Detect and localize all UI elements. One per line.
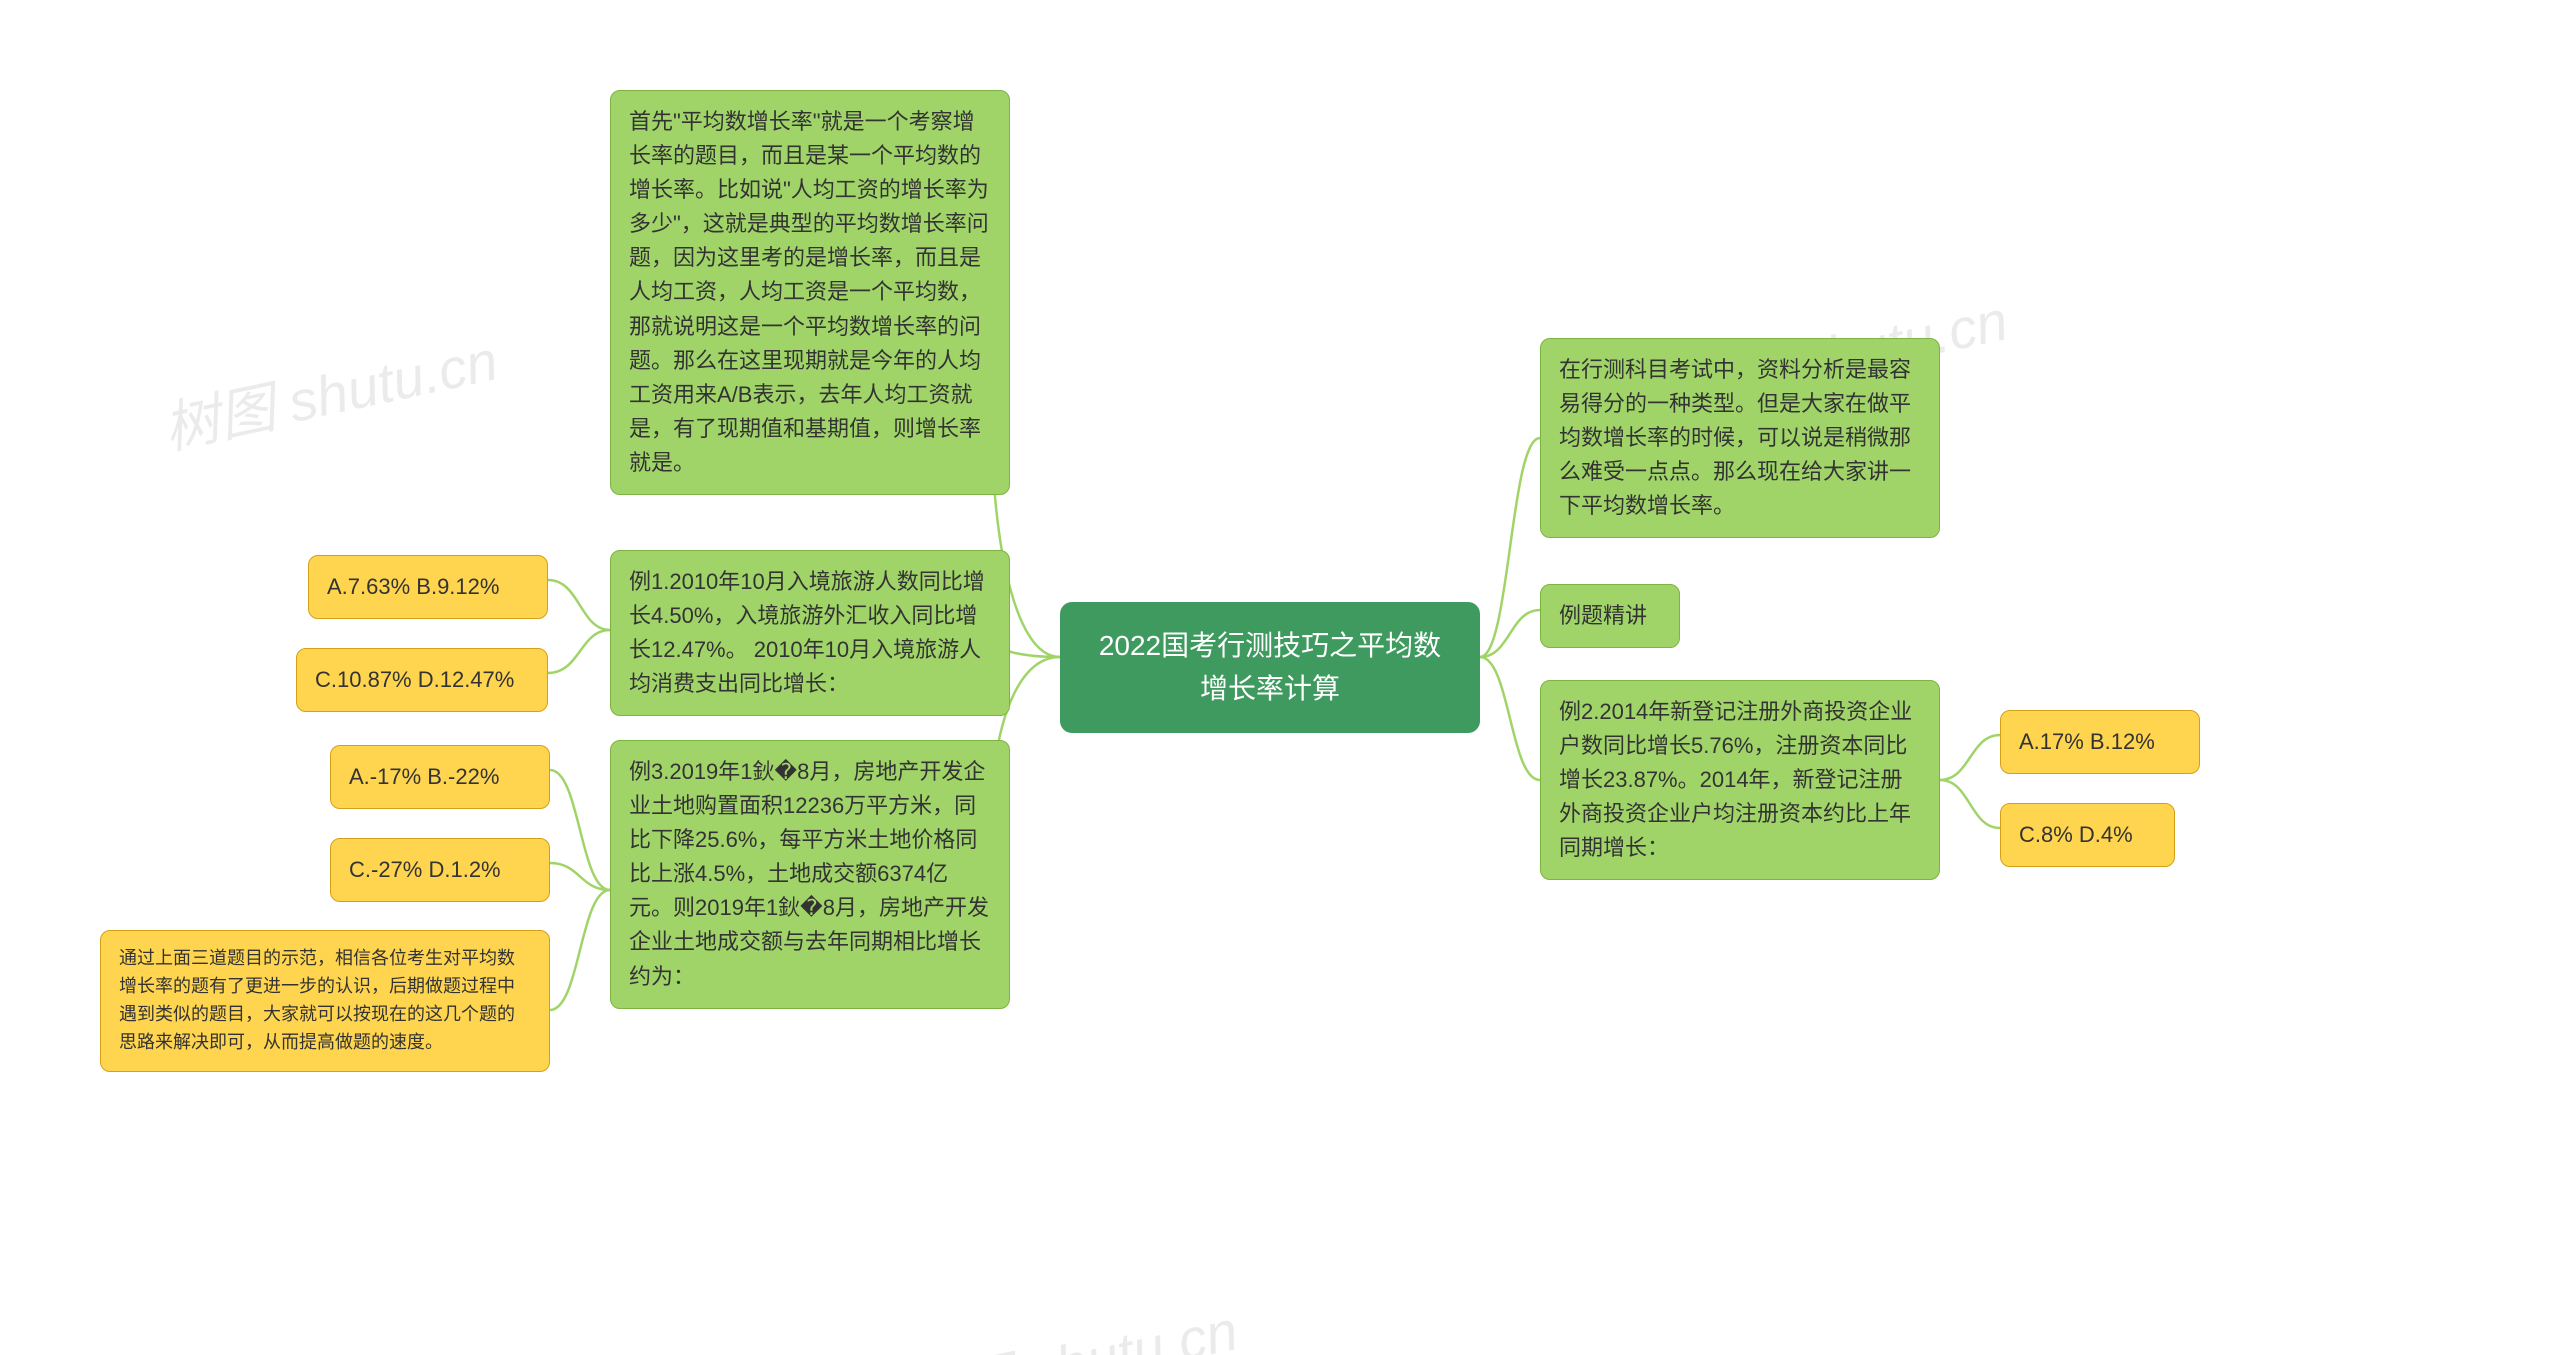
watermark: 树图 shutu.cn bbox=[155, 316, 504, 466]
connector bbox=[1480, 657, 1540, 780]
watermark: 树图 shutu.cn bbox=[895, 1286, 1244, 1355]
leaf-node-example3-option-cd[interactable]: C.-27% D.1.2% bbox=[330, 838, 550, 902]
connector bbox=[1480, 438, 1540, 657]
branch-node-example3[interactable]: 例3.2019年1鈥�8月，房地产开发企业土地购置面积12236万平方米，同比下… bbox=[610, 740, 1010, 1009]
leaf-node-example1-option-cd[interactable]: C.10.87% D.12.47% bbox=[296, 648, 548, 712]
branch-node-intro[interactable]: 在行测科目考试中，资料分析是最容易得分的一种类型。但是大家在做平均数增长率的时候… bbox=[1540, 338, 1940, 538]
connector bbox=[548, 580, 610, 630]
connector bbox=[550, 770, 610, 890]
leaf-node-conclusion[interactable]: 通过上面三道题目的示范，相信各位考生对平均数增长率的题有了更进一步的认识，后期做… bbox=[100, 930, 550, 1072]
branch-node-example-heading[interactable]: 例题精讲 bbox=[1540, 584, 1680, 648]
connector bbox=[550, 863, 610, 890]
branch-node-explanation[interactable]: 首先"平均数增长率"就是一个考察增长率的题目，而且是某一个平均数的增长率。比如说… bbox=[610, 90, 1010, 495]
mindmap-root[interactable]: 2022国考行测技巧之平均数增长率计算 bbox=[1060, 602, 1480, 733]
branch-node-example2[interactable]: 例2.2014年新登记注册外商投资企业户数同比增长5.76%，注册资本同比增长2… bbox=[1540, 680, 1940, 880]
connector bbox=[1940, 735, 2000, 780]
leaf-node-example3-option-ab[interactable]: A.-17% B.-22% bbox=[330, 745, 550, 809]
connector bbox=[548, 630, 610, 673]
connector bbox=[1940, 780, 2000, 828]
leaf-node-example2-option-ab[interactable]: A.17% B.12% bbox=[2000, 710, 2200, 774]
leaf-node-example2-option-cd[interactable]: C.8% D.4% bbox=[2000, 803, 2175, 867]
connector bbox=[1480, 610, 1540, 657]
leaf-node-example1-option-ab[interactable]: A.7.63% B.9.12% bbox=[308, 555, 548, 619]
connector bbox=[550, 890, 610, 1010]
branch-node-example1[interactable]: 例1.2010年10月入境旅游人数同比增长4.50%，入境旅游外汇收入同比增长1… bbox=[610, 550, 1010, 716]
